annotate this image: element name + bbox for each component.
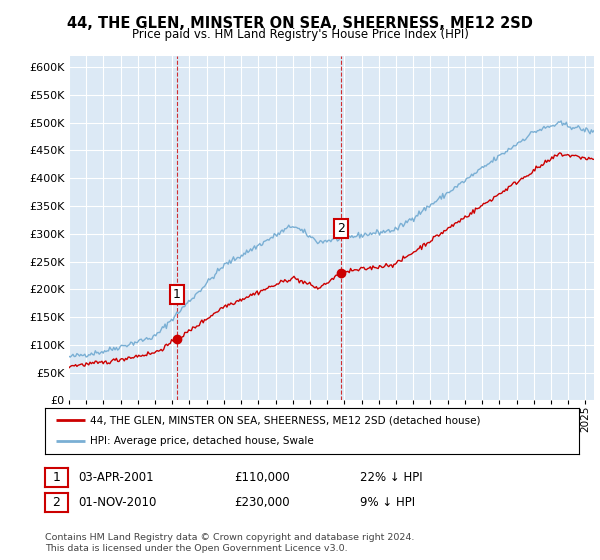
Text: 44, THE GLEN, MINSTER ON SEA, SHEERNESS, ME12 2SD: 44, THE GLEN, MINSTER ON SEA, SHEERNESS,… — [67, 16, 533, 31]
Text: 2: 2 — [52, 496, 61, 509]
Text: 1: 1 — [173, 288, 181, 301]
Text: 2: 2 — [337, 222, 346, 235]
Text: 9% ↓ HPI: 9% ↓ HPI — [360, 496, 415, 509]
Text: 01-NOV-2010: 01-NOV-2010 — [79, 496, 157, 509]
Text: HPI: Average price, detached house, Swale: HPI: Average price, detached house, Swal… — [91, 436, 314, 446]
Text: £110,000: £110,000 — [234, 470, 290, 484]
Text: £230,000: £230,000 — [234, 496, 290, 509]
Text: 22% ↓ HPI: 22% ↓ HPI — [360, 470, 422, 484]
Text: 1: 1 — [52, 470, 61, 484]
Text: 03-APR-2001: 03-APR-2001 — [79, 470, 154, 484]
Text: Contains HM Land Registry data © Crown copyright and database right 2024.
This d: Contains HM Land Registry data © Crown c… — [45, 533, 415, 553]
Text: Price paid vs. HM Land Registry's House Price Index (HPI): Price paid vs. HM Land Registry's House … — [131, 28, 469, 41]
Text: 44, THE GLEN, MINSTER ON SEA, SHEERNESS, ME12 2SD (detached house): 44, THE GLEN, MINSTER ON SEA, SHEERNESS,… — [91, 415, 481, 425]
